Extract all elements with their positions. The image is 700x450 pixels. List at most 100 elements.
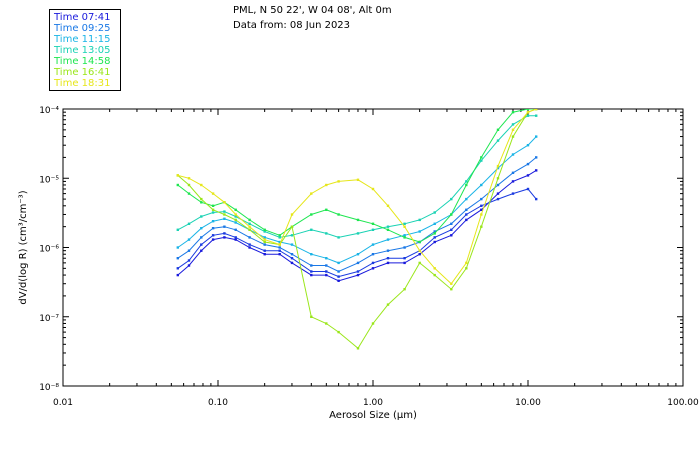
data-point [248,228,251,231]
data-point [263,238,266,241]
data-point [234,228,237,231]
data-point [200,236,203,239]
data-point [310,253,313,256]
data-point [496,177,500,180]
data-point [176,183,179,187]
data-point [290,243,294,246]
data-point [356,232,360,235]
series-line-3 [177,136,537,264]
data-point [496,183,500,187]
data-point [337,330,340,334]
data-point [418,249,421,252]
data-point [325,273,328,277]
data-point [465,197,468,201]
data-point [418,230,421,233]
data-point [496,166,500,170]
data-point [211,208,215,211]
legend-item-1305: Time 13:05 [54,45,111,56]
data-point [278,243,281,246]
data-point [211,211,215,214]
y-tick-label: 10⁻⁶ [39,245,59,255]
data-point [386,204,390,207]
data-point [526,114,530,117]
data-point [450,234,453,237]
data-point [263,240,266,244]
x-tick-label: 0.10 [208,398,228,408]
x-tick-label: 0.01 [53,398,73,408]
data-point [223,232,226,235]
legend-box: Time 07:41 Time 09:25 Time 11:15 Time 13… [49,9,121,91]
data-point [248,236,251,239]
x-tick-label: 1.00 [363,398,383,408]
data-point [200,227,203,230]
y-tick-label: 10⁻⁴ [39,106,59,116]
data-point [496,192,500,195]
data-point [526,144,530,147]
data-point [403,257,406,260]
y-tick-label: 10⁻⁸ [39,383,59,393]
data-point [418,261,421,265]
data-point [480,159,483,162]
x-tick-label: 10.00 [515,398,541,408]
data-point [325,232,328,235]
data-point [450,213,453,216]
data-point [176,174,179,177]
data-point [290,261,294,265]
data-point [187,183,191,187]
data-point [290,234,294,237]
data-point [187,222,191,225]
data-point [356,273,360,277]
legend-item-0925: Time 09:25 [54,23,111,34]
data-point [248,246,251,249]
data-point [234,221,237,224]
data-point [403,222,406,225]
data-point [433,240,436,244]
data-point [511,171,515,174]
data-point [526,109,530,111]
data-point [450,228,453,231]
data-point [511,192,515,195]
data-point [325,264,328,267]
data-point [187,264,191,267]
data-point [496,197,500,201]
data-point [325,270,328,273]
data-point [403,246,406,249]
data-point [511,123,515,126]
data-point [371,187,375,191]
data-point [371,261,375,265]
data-point [337,270,340,273]
data-point [450,197,453,201]
data-point [211,234,215,237]
data-point [290,253,294,256]
data-point [187,259,191,262]
series-group [176,109,538,350]
data-point [433,211,436,214]
x-tick-label: 100.00 [667,398,699,408]
data-point [526,111,530,114]
data-point [278,249,281,252]
header-location: PML, N 50 22', W 04 08', Alt 0m [233,5,392,16]
data-point [450,222,453,225]
data-point [211,227,215,230]
data-point [248,243,251,246]
data-point [290,213,294,216]
data-point [310,264,313,267]
data-point [356,178,360,181]
data-point [263,230,266,233]
data-point [356,270,360,273]
data-point [480,213,483,216]
data-point [511,153,515,156]
data-point [263,253,266,256]
data-point [511,128,515,131]
y-tick-label: 10⁻⁵ [39,175,59,185]
data-point [386,303,390,306]
data-point [371,222,375,225]
data-point [200,183,203,187]
data-point [278,236,281,239]
legend-item-1458: Time 14:58 [54,56,111,67]
data-point [418,218,421,222]
data-point [371,228,375,231]
series-line-7 [177,109,537,285]
data-point [234,215,237,218]
